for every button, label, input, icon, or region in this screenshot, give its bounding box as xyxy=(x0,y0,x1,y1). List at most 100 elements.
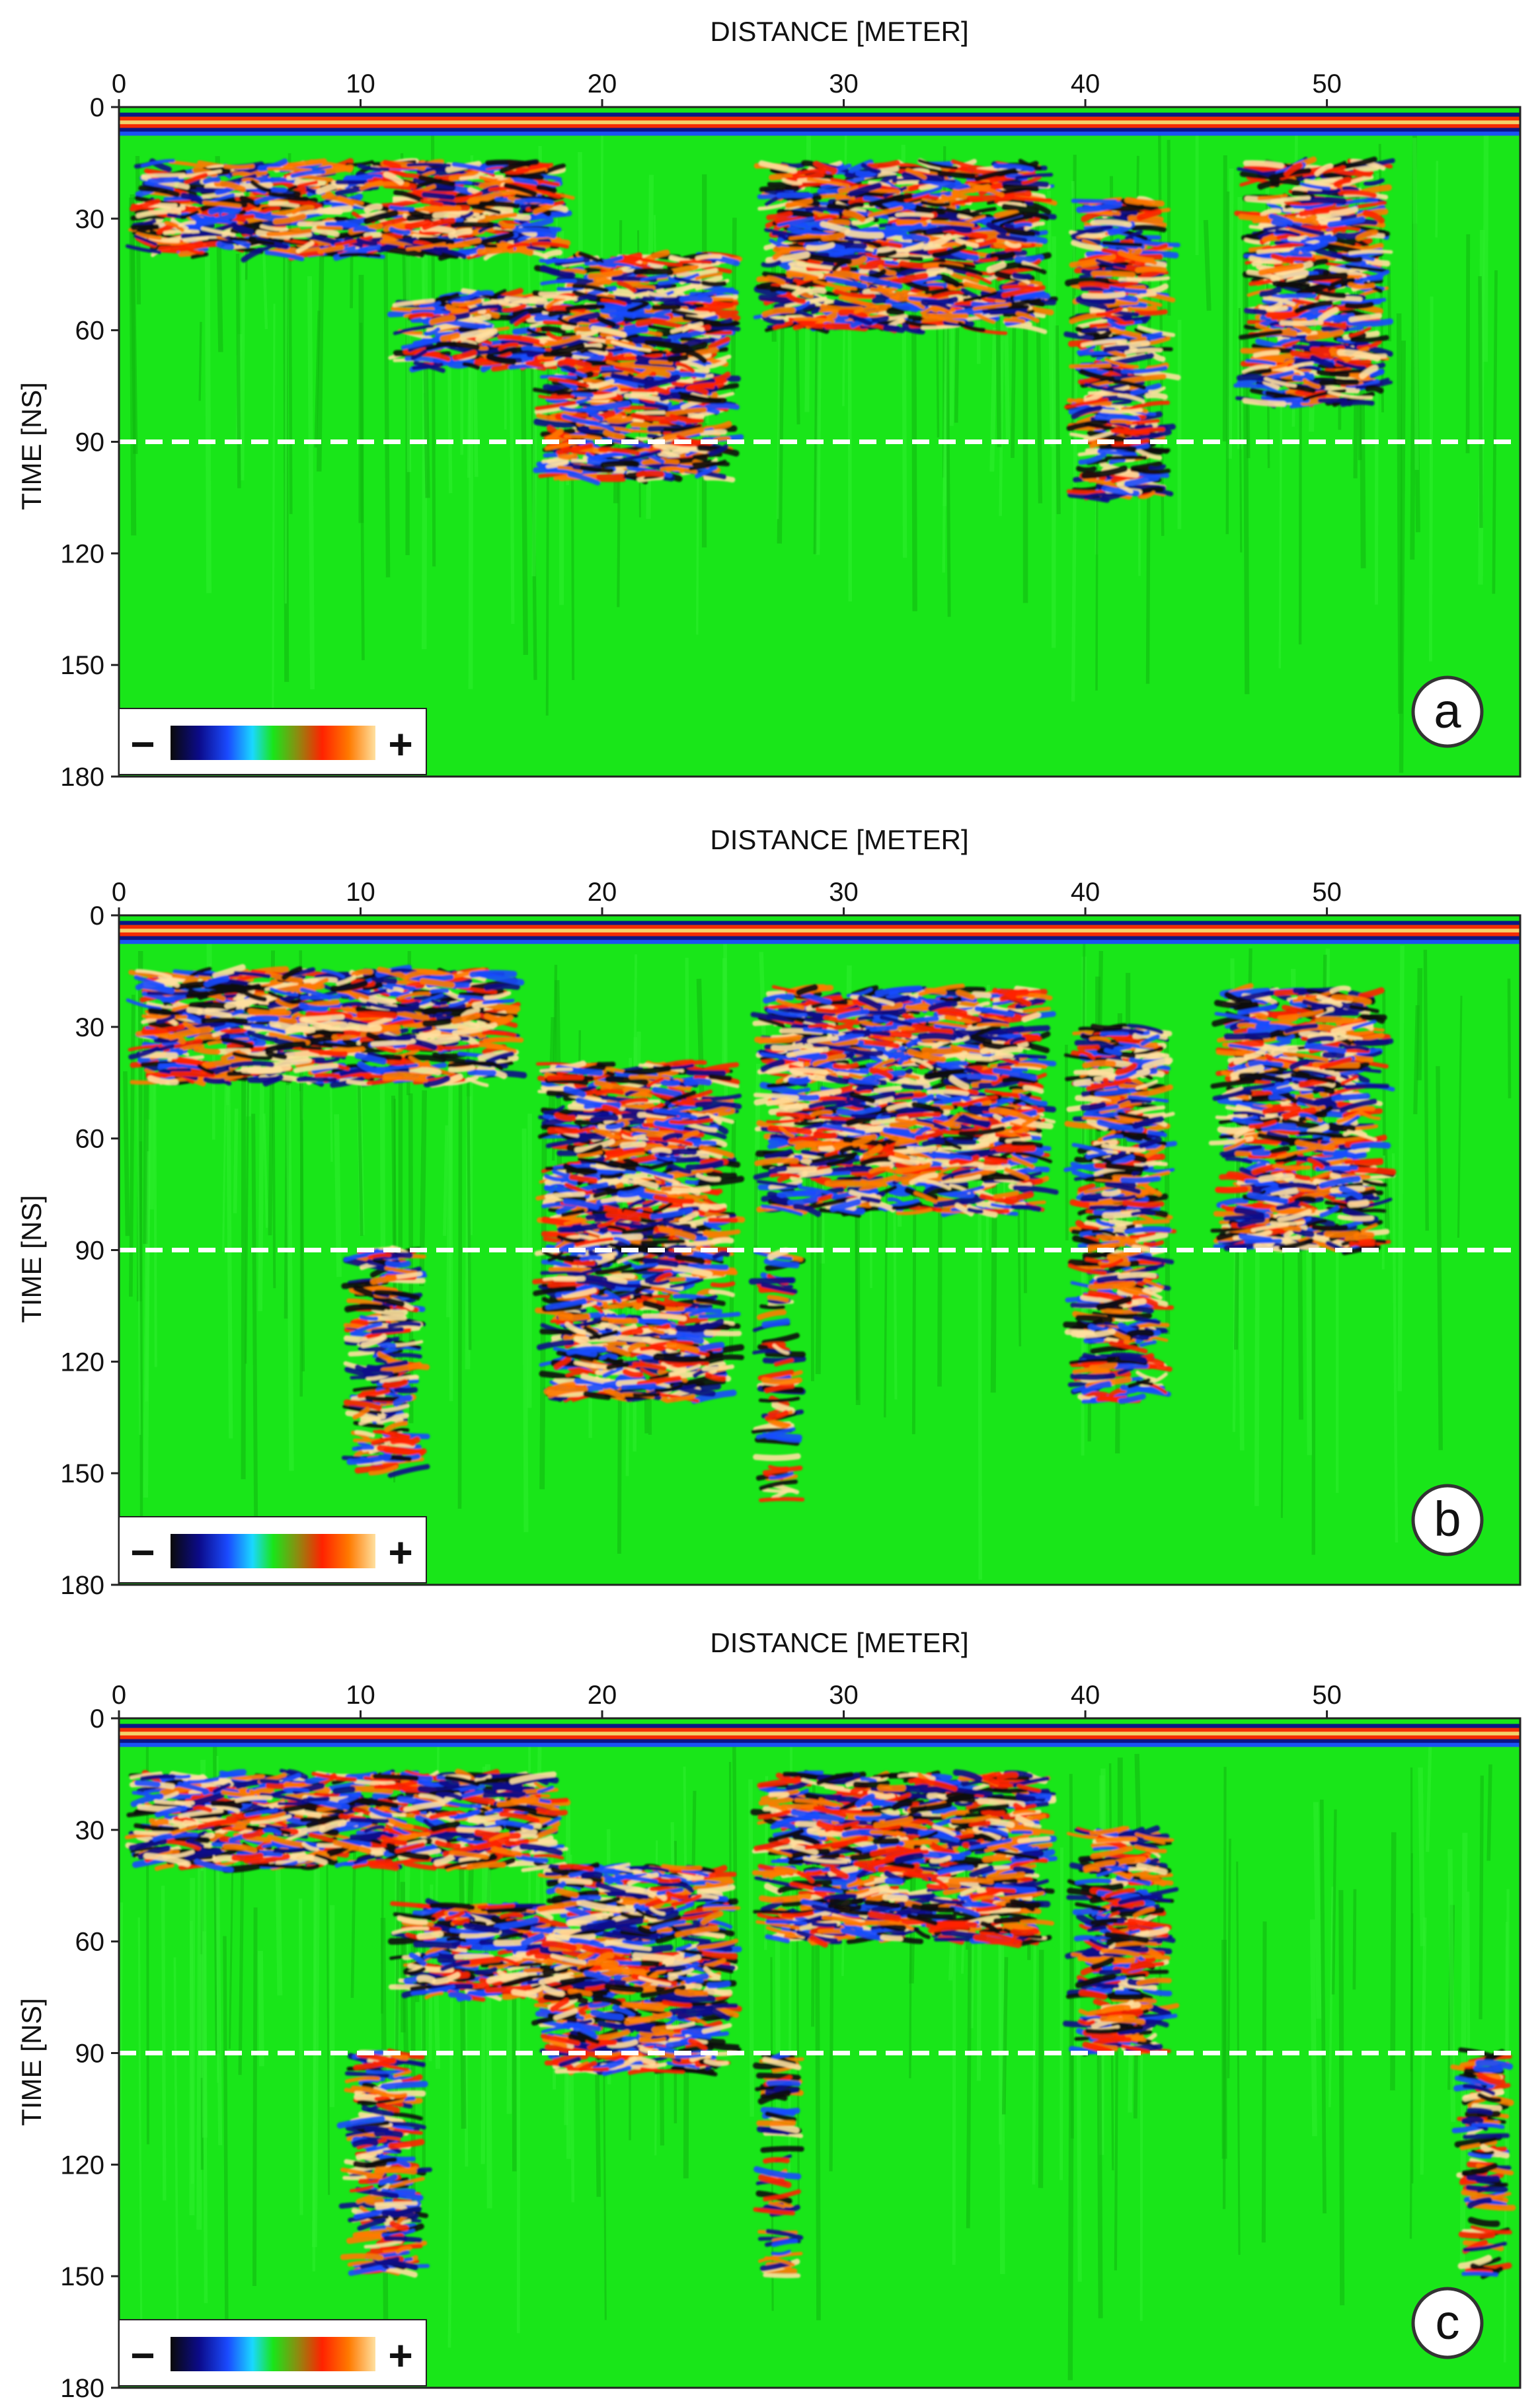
reflection-wavelet xyxy=(597,315,617,328)
reflection-wavelet xyxy=(1362,210,1385,224)
reflection-wavelet xyxy=(1330,278,1356,287)
reflection-wavelet xyxy=(540,265,576,279)
reflection-wavelet xyxy=(451,162,495,174)
reflection-wavelet xyxy=(1256,248,1291,254)
reflection-wavelet xyxy=(316,181,348,195)
reflection-wavelet xyxy=(648,360,674,365)
reflection-wavelet xyxy=(999,215,1034,227)
reflection-wavelet xyxy=(551,371,594,385)
reflection-wavelet xyxy=(554,1112,576,1122)
x-tick-label: 10 xyxy=(346,69,375,98)
reflection-wavelet xyxy=(547,457,569,465)
reflection-wavelet xyxy=(545,397,568,404)
reflection-wavelet xyxy=(521,345,546,354)
reflection-wavelet xyxy=(806,177,850,188)
reflection-wavelet xyxy=(477,212,518,225)
reflection-wavelet xyxy=(1294,300,1333,314)
reflection-wavelet xyxy=(1066,418,1108,432)
x-tick-label: 40 xyxy=(1071,69,1100,98)
reflection-wavelet xyxy=(186,1007,233,1020)
texture-streak xyxy=(1397,945,1405,1392)
reflection-wavelet xyxy=(1014,254,1044,263)
reflection-wavelet xyxy=(546,332,563,341)
reflection-wavelet xyxy=(1013,222,1032,228)
reflection-wavelet xyxy=(691,461,730,467)
x-tick-label: 20 xyxy=(588,69,617,98)
reflection-wavelet xyxy=(831,259,849,272)
reflection-wavelet xyxy=(194,1033,221,1042)
texture-streak xyxy=(696,978,705,1109)
reflection-wavelet xyxy=(683,1194,709,1200)
surface-band xyxy=(119,929,1520,933)
reflection-wavelet xyxy=(805,206,849,214)
reflection-wavelet xyxy=(1268,213,1293,226)
reflection-wavelet xyxy=(141,1024,186,1035)
reflection-wavelet xyxy=(203,1077,225,1085)
texture-streak xyxy=(272,303,276,718)
reflection-wavelet xyxy=(705,359,727,369)
reflection-wavelet xyxy=(853,303,892,314)
reflection-wavelet xyxy=(663,300,697,310)
reflection-wavelet xyxy=(293,1063,339,1073)
reflection-wavelet xyxy=(633,268,674,276)
reflection-wavelet xyxy=(1124,475,1160,487)
reflection-wavelet xyxy=(704,402,740,410)
reflection-wavelet xyxy=(1291,190,1315,200)
reflection-wavelet xyxy=(356,1011,398,1019)
panel-a: DISTANCE [METER] 0 10 20 30 40 50 03060901201… xyxy=(16,16,1521,792)
reflection-wavelet xyxy=(264,1041,307,1053)
reflection-wavelet xyxy=(623,278,656,291)
reflection-wavelet xyxy=(685,350,708,364)
reflection-wavelet xyxy=(617,333,639,341)
reflection-wavelet xyxy=(950,198,983,206)
reflection-wavelet xyxy=(486,354,517,365)
reflection-wavelet xyxy=(699,429,727,436)
reflection-wavelet xyxy=(683,1202,709,1212)
reflection-wavelet xyxy=(498,220,516,230)
reflection-wavelet xyxy=(158,973,184,983)
reflection-wavelet xyxy=(1018,280,1043,287)
reflection-wavelet xyxy=(467,1069,497,1076)
reflection-wavelet xyxy=(1094,414,1139,421)
reflection-wavelet xyxy=(249,1015,280,1022)
surface-band xyxy=(119,932,1520,937)
reflection-wavelet xyxy=(429,315,456,325)
reflection-wavelet xyxy=(219,1028,247,1034)
reflection-wavelet xyxy=(1004,247,1022,252)
reflection-wavelet xyxy=(1340,213,1358,221)
reflection-wavelet xyxy=(408,1055,431,1067)
y-tick-label: 30 xyxy=(75,205,105,234)
reflection-wavelet xyxy=(440,332,461,342)
texture-streak xyxy=(130,194,138,454)
reflection-wavelet xyxy=(587,269,623,280)
reflection-wavelet xyxy=(682,315,721,326)
reflection-wavelet xyxy=(475,289,494,297)
reflection-wavelet xyxy=(221,1037,254,1049)
reflection-wavelet xyxy=(1064,397,1109,409)
reflection-wavelet xyxy=(701,1093,742,1101)
reflection-wavelet xyxy=(1004,223,1040,236)
reflection-wavelet xyxy=(469,190,514,203)
reflection-wavelet xyxy=(1257,194,1288,201)
y-tick-label: 90 xyxy=(75,1237,105,1266)
reflection-wavelet xyxy=(708,336,731,350)
reflection-wavelet xyxy=(349,1072,371,1080)
reflection-wavelet xyxy=(1069,230,1102,239)
reflection-wavelet xyxy=(1015,311,1040,323)
reflection-wavelet xyxy=(997,202,1022,208)
reflection-wavelet xyxy=(1104,313,1127,326)
texture-streak xyxy=(383,252,391,578)
reflection-wavelet xyxy=(866,160,901,169)
reflection-wavelet xyxy=(432,211,461,219)
reflection-wavelet xyxy=(920,296,959,306)
reflection-wavelet xyxy=(1148,386,1166,394)
reflection-wavelet xyxy=(1116,483,1134,494)
reflection-wavelet xyxy=(245,175,268,184)
reflection-wavelet xyxy=(615,1196,641,1203)
reflection-wavelet xyxy=(336,975,357,986)
reflection-wavelet xyxy=(1302,378,1321,389)
texture-streak xyxy=(357,1085,364,1237)
reflection-wavelet xyxy=(548,377,590,388)
reflection-wavelet xyxy=(1131,224,1167,233)
reflection-wavelet xyxy=(1139,490,1155,500)
